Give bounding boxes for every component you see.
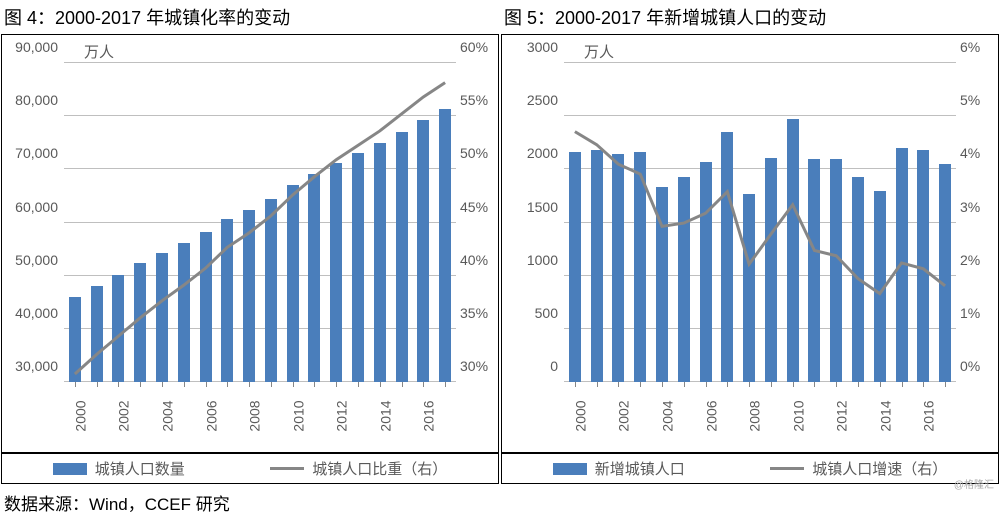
x-tick-label: 2000 (72, 400, 88, 431)
y-right-tick-label: 2% (960, 252, 1000, 268)
chart-panel-left: 图 4：2000-2017 年城镇化率的变动 万人 30,000 30% 40,00… (0, 0, 500, 484)
y-right-tick-label: 50% (460, 145, 500, 161)
unit-label-right: 万人 (584, 41, 614, 62)
x-tick-label: 2004 (660, 400, 676, 431)
bar-swatch-icon (553, 463, 587, 475)
data-source: 数据来源：Wind，CCEF 研究 (0, 484, 1000, 517)
y-right-tick-label: 4% (960, 145, 1000, 161)
legend-bar-label: 新增城镇人口 (595, 458, 685, 479)
y-right-tick-label: 40% (460, 252, 500, 268)
x-tick-label: 2006 (703, 400, 719, 431)
y-right-tick-label: 3% (960, 199, 1000, 215)
y-left-tick-label: 2000 (502, 145, 558, 161)
y-right-tick-label: 5% (960, 92, 1000, 108)
plot-area-right: 万人 00%5001%10002%15003%20004%25005%30006… (564, 63, 956, 382)
y-left-tick-label: 90,000 (2, 39, 58, 55)
x-tick-label: 2004 (160, 400, 176, 431)
legend-left: 城镇人口数量 城镇人口比重（右） (1, 453, 499, 484)
x-tick-label: 2010 (790, 400, 806, 431)
y-left-tick-label: 60,000 (2, 199, 58, 215)
y-left-tick-label: 2500 (502, 92, 558, 108)
x-axis-left: 2000 2002 2004 2006 2008 2010 2012 2014 2016 (64, 386, 456, 440)
y-left-tick-label: 1500 (502, 199, 558, 215)
legend-item-bar: 城镇人口数量 (53, 458, 185, 479)
y-right-tick-label: 55% (460, 92, 500, 108)
y-right-tick-label: 0% (960, 358, 1000, 374)
y-right-tick-label: 6% (960, 39, 1000, 55)
plot-area-left: 万人 30,00030%40,00035%50,00040%60,00045%7… (64, 63, 456, 382)
y-right-tick-label: 1% (960, 305, 1000, 321)
legend-item-line: 城镇人口比重（右） (270, 458, 447, 479)
chart-panel-right: 图 5：2000-2017 年新增城镇人口的变动 万人 0 0% 500 1% 1000… (500, 0, 1000, 484)
x-tick-label: 2006 (203, 400, 219, 431)
line-swatch-icon (270, 467, 304, 470)
legend-bar-label: 城镇人口数量 (95, 458, 185, 479)
y-left-tick-label: 40,000 (2, 305, 58, 321)
x-tick-label: 2014 (377, 400, 393, 431)
y-left-tick-label: 1000 (502, 252, 558, 268)
bar-swatch-icon (53, 463, 87, 475)
y-left-tick-label: 0 (502, 358, 558, 374)
y-right-tick-label: 35% (460, 305, 500, 321)
x-tick-label: 2012 (334, 400, 350, 431)
x-tick-label: 2008 (247, 400, 263, 431)
x-tick-label: 2010 (290, 400, 306, 431)
y-left-tick-label: 80,000 (2, 92, 58, 108)
y-left-tick-label: 70,000 (2, 145, 58, 161)
y-right-tick-label: 45% (460, 199, 500, 215)
x-tick-label: 2012 (834, 400, 850, 431)
line-swatch-icon (770, 467, 804, 470)
watermark: @格隆汇 (954, 476, 994, 491)
x-tick-label: 2014 (877, 400, 893, 431)
unit-label-left: 万人 (84, 41, 114, 62)
legend-line-label: 城镇人口增速（右） (812, 458, 947, 479)
y-right-tick-label: 30% (460, 358, 500, 374)
y-left-tick-label: 500 (502, 305, 558, 321)
chart-box-right: 万人 0 0% 500 1% 1000 2% 1500 3% 2000 4% 2500 5% 3000 6… (501, 34, 999, 453)
legend-item-line: 城镇人口增速（右） (770, 458, 947, 479)
legend-line-label: 城镇人口比重（右） (312, 458, 447, 479)
legend-item-bar: 新增城镇人口 (553, 458, 685, 479)
x-tick-label: 2008 (747, 400, 763, 431)
chart-title-right: 图 5：2000-2017 年新增城镇人口的变动 (500, 0, 1000, 34)
x-tick-label: 2000 (572, 400, 588, 431)
y-left-tick-label: 3000 (502, 39, 558, 55)
legend-right: 新增城镇人口 城镇人口增速（右） (501, 453, 999, 484)
x-axis-right: 2000 2002 2004 2006 2008 2010 2012 2014 2016 (564, 386, 956, 440)
x-tick-label: 2016 (921, 400, 937, 431)
y-right-tick-label: 60% (460, 39, 500, 55)
chart-box-left: 万人 30,000 30% 40,000 35% 50,000 40% 60,000 45% 7… (1, 34, 499, 453)
y-left-tick-label: 30,000 (2, 358, 58, 374)
chart-title-left: 图 4：2000-2017 年城镇化率的变动 (0, 0, 500, 34)
x-tick-label: 2002 (616, 400, 632, 431)
y-left-tick-label: 50,000 (2, 252, 58, 268)
x-tick-label: 2016 (421, 400, 437, 431)
x-tick-label: 2002 (116, 400, 132, 431)
